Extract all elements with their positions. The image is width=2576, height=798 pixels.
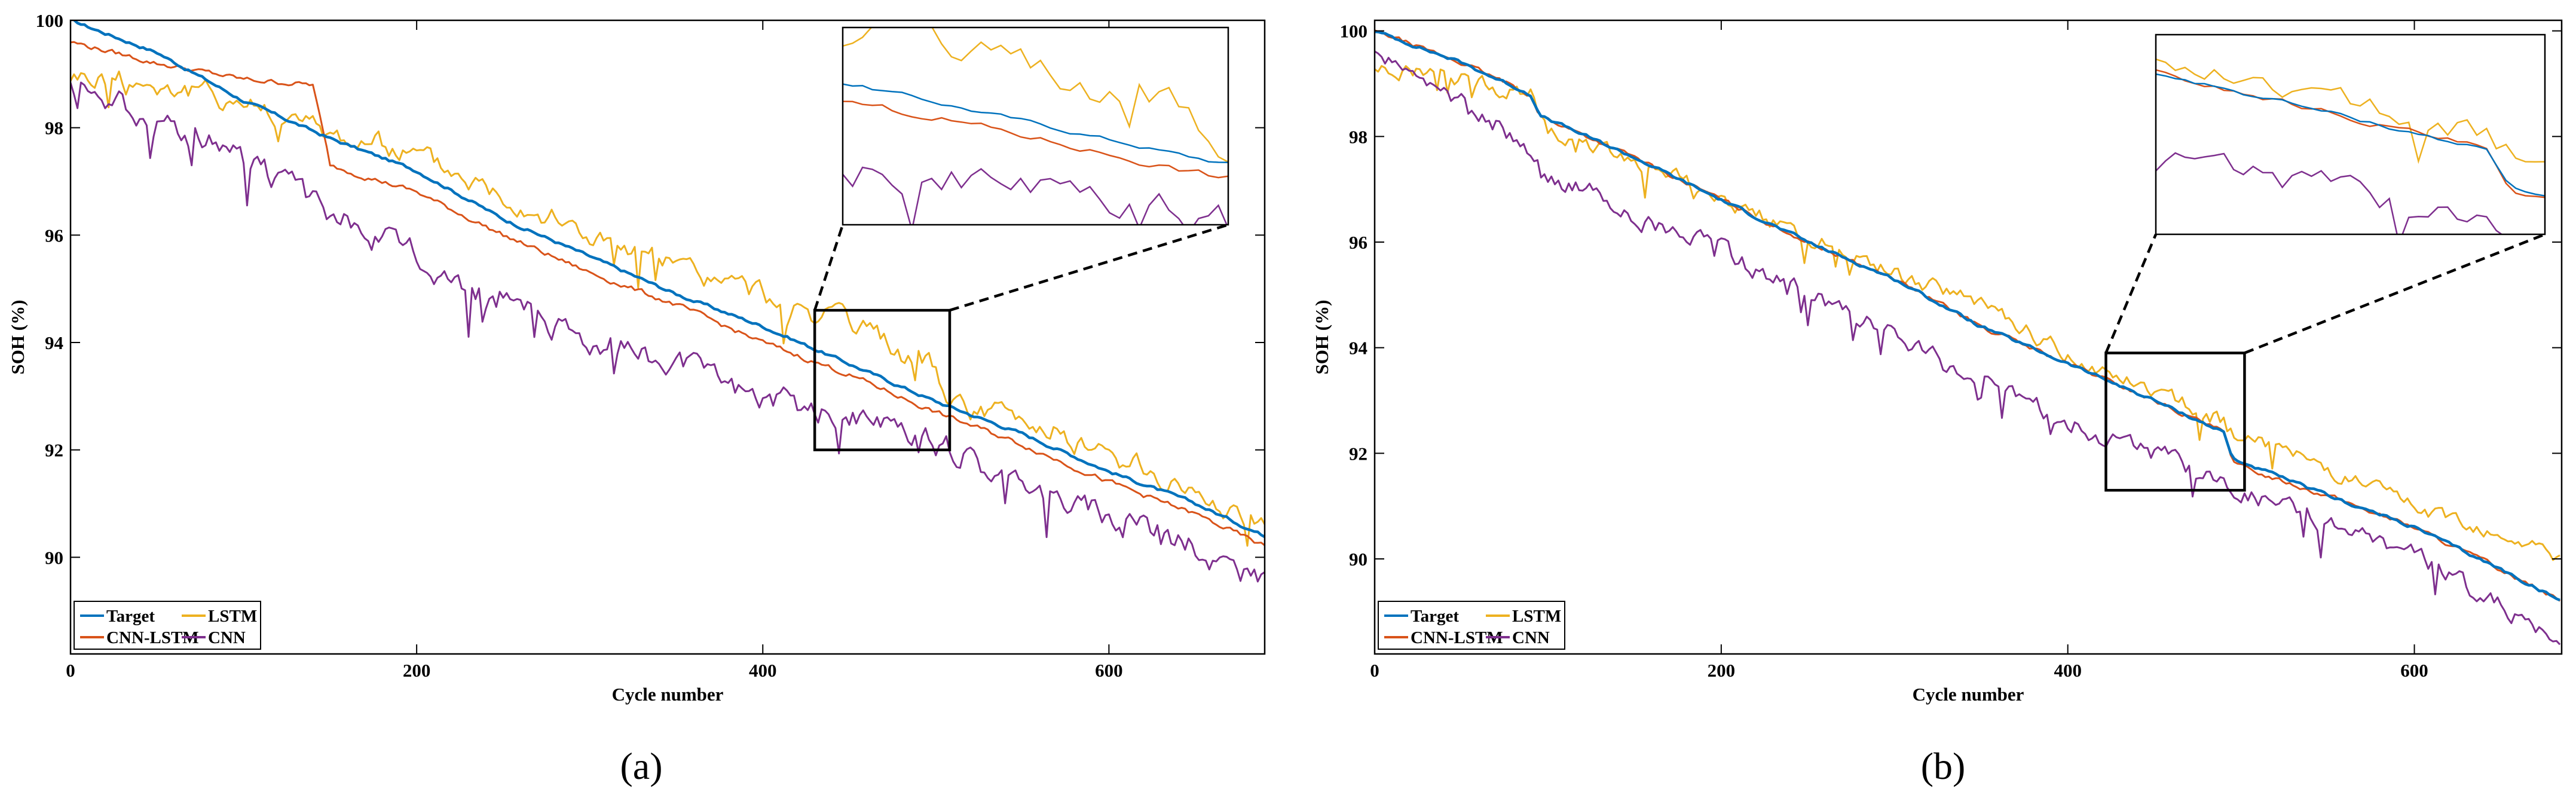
chart-b-inset-bg bbox=[2156, 35, 2545, 234]
chart-b-zoom-box bbox=[2104, 351, 2246, 492]
chart-a-axes-frame bbox=[69, 19, 1266, 655]
chart-a-inset-bg bbox=[843, 27, 1228, 225]
chart-b-lines bbox=[1375, 29, 2561, 646]
chart-a-ytick-label: 96 bbox=[45, 225, 63, 246]
chart-b-xlabel: Cycle number bbox=[1913, 684, 2024, 705]
chart-b-legend-box bbox=[1378, 601, 1565, 650]
chart-a-ylabel: SOH (%) bbox=[7, 300, 28, 375]
chart-a-xtick-label: 400 bbox=[749, 660, 777, 681]
chart-a-legend-box bbox=[74, 601, 261, 650]
chart-b-series-target bbox=[1375, 30, 2560, 602]
chart-a-series-cnn-lstm bbox=[71, 41, 1265, 546]
chart-a-caption: (a) bbox=[620, 745, 662, 787]
chart-b: 0 200 400 600 90 92 94 96 98 100 Cycle number SOH (… bbox=[1311, 19, 2563, 787]
chart-a-legend-label-target: Target bbox=[106, 607, 155, 626]
chart-a-connector-left bbox=[813, 224, 845, 311]
chart-b-ytick-label: 92 bbox=[1349, 443, 1367, 464]
chart-b-inset-frame bbox=[2155, 33, 2546, 236]
chart-a-xtick-label: 200 bbox=[403, 660, 431, 681]
chart-a-legend-label-cnn: CNN bbox=[208, 628, 246, 647]
chart-a-xtick-label: 0 bbox=[66, 660, 75, 681]
chart-b-legend-label-target: Target bbox=[1411, 607, 1459, 626]
chart-b-series-lstm bbox=[1375, 65, 2560, 561]
chart-b-caption: (b) bbox=[1921, 745, 1966, 787]
chart-b-xtick-label: 600 bbox=[2400, 660, 2428, 681]
chart-a-xtick-label: 600 bbox=[1095, 660, 1123, 681]
chart-a-ytick-label: 94 bbox=[45, 332, 63, 353]
chart-a-series-target bbox=[71, 20, 1265, 539]
chart-b-ylabel: SOH (%) bbox=[1311, 300, 1332, 375]
chart-a-ytick-label: 92 bbox=[45, 440, 63, 461]
chart-b-legend-label-cnn: CNN bbox=[1512, 628, 1550, 647]
chart-b-ytick-label: 94 bbox=[1349, 338, 1367, 359]
chart-a-legend-label-lstm: LSTM bbox=[208, 607, 257, 626]
chart-b-xtick-label: 400 bbox=[2054, 660, 2082, 681]
chart-b-connector-left bbox=[2104, 234, 2158, 354]
chart-a-lines bbox=[71, 20, 1265, 583]
chart-b-ytick-label: 100 bbox=[1340, 21, 1368, 42]
chart-a-xlabel: Cycle number bbox=[612, 684, 724, 705]
chart-a-inset-frame bbox=[842, 26, 1229, 226]
chart-a-ytick-label: 90 bbox=[45, 547, 63, 568]
chart-b-ytick-label: 90 bbox=[1349, 549, 1367, 570]
chart-a-connector-right bbox=[949, 223, 1229, 312]
chart-a-zoom-box bbox=[813, 308, 952, 451]
chart-b-ytick-label: 96 bbox=[1349, 232, 1367, 253]
chart-a-ytick-label: 100 bbox=[36, 10, 64, 31]
chart-b-xtick-label: 0 bbox=[1370, 660, 1379, 681]
chart-b-axes-frame bbox=[1373, 19, 2563, 655]
chart-b-connector-right bbox=[2244, 233, 2546, 354]
chart-b-xtick-label: 200 bbox=[1708, 660, 1736, 681]
chart-a: 0 200 400 600 90 92 94 96 98 100 Cycle number SOH (… bbox=[7, 10, 1266, 787]
chart-b-legend-label-lstm: LSTM bbox=[1512, 607, 1561, 626]
chart-b-ytick-label: 98 bbox=[1349, 126, 1367, 147]
chart-a-series-lstm bbox=[71, 71, 1265, 547]
chart-a-series-cnn bbox=[71, 81, 1265, 583]
chart-b-series-cnn bbox=[1375, 50, 2561, 646]
chart-a-ytick-label: 98 bbox=[45, 118, 63, 139]
